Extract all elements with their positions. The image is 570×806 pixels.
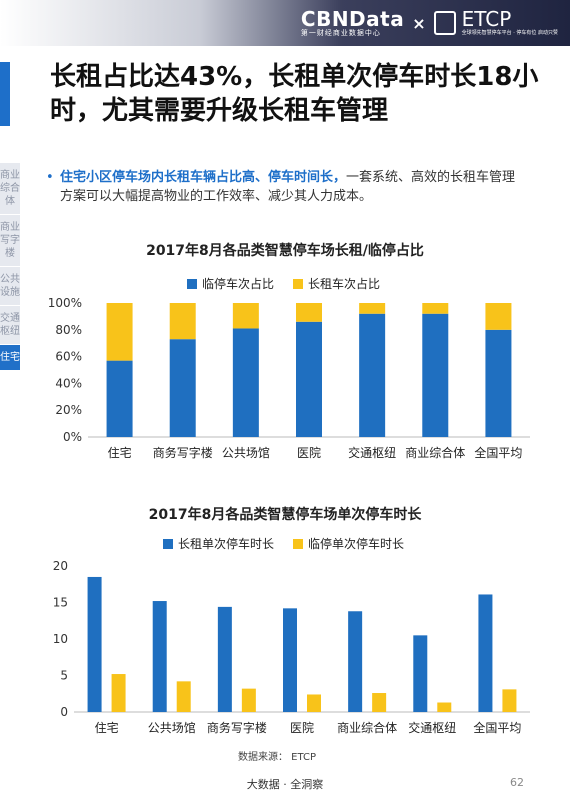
chart2-bar-temporary bbox=[372, 693, 387, 712]
chart1-bar-long-term bbox=[296, 303, 322, 322]
chart2-bar-long-term bbox=[152, 601, 167, 712]
chart2-xtick-label: 商务写字楼 bbox=[207, 720, 267, 735]
data-source: 数据来源： ETCP bbox=[238, 752, 317, 763]
chart1-bar-long-term bbox=[169, 303, 196, 340]
chart1-ytick-label: 20% bbox=[55, 403, 82, 417]
chart1-xtick-label: 全国平均 bbox=[474, 445, 522, 460]
chart1-xtick-label: 公共场馆 bbox=[222, 445, 270, 460]
chart2-bar-long-term bbox=[217, 606, 232, 712]
partner-name: ETCP bbox=[461, 7, 512, 31]
chart2-xtick-label: 交通枢纽 bbox=[408, 720, 456, 735]
page-number: 62 bbox=[510, 776, 524, 789]
bullet-text: 住宅小区停车场内长租车辆占比高、停车时间长，一套系统、高效的长租车管理方案可以大… bbox=[60, 168, 516, 206]
bullet-dot: • bbox=[46, 170, 54, 185]
etcp-logo-icon bbox=[433, 11, 456, 35]
chart2-ytick-label: 5 bbox=[60, 669, 68, 683]
chart2-title: 2017年8月各品类智慧停车场单次停车时长 bbox=[148, 507, 422, 523]
chart2-xtick-label: 住宅 bbox=[95, 720, 119, 735]
chart2-xtick-label: 公共场馆 bbox=[148, 720, 196, 735]
chart2-bar-long-term bbox=[87, 576, 102, 712]
page-title: 长租占比达43%，长租单次停车时长18小时，尤其需要升级长租车管理 bbox=[50, 62, 539, 126]
etcp-logo: ETCP 全球领先智慧停车平台 · 停车有位 启动只赞 bbox=[462, 9, 558, 37]
summary-bullet: • 住宅小区停车场内长租车辆占比高、停车时间长，一套系统、高效的长租车管理方案可… bbox=[46, 168, 516, 206]
chart1-ytick-label: 0% bbox=[63, 430, 82, 444]
chart2-bar-temporary bbox=[437, 702, 452, 712]
bullet-highlight: 住宅小区停车场内长租车辆占比高、停车时间长， bbox=[60, 170, 347, 185]
chart1-legend-label-1: 长租车次占比 bbox=[308, 276, 380, 291]
chart2-ytick-label: 20 bbox=[53, 559, 68, 573]
chart1-xtick-label: 住宅 bbox=[108, 445, 132, 460]
chart2-bar-long-term bbox=[413, 635, 428, 712]
chart1-ytick-label: 80% bbox=[55, 323, 82, 337]
chart2-xtick-label: 商业综合体 bbox=[337, 720, 397, 735]
stacked-share-chart: 临停车次占比 长租车次占比 0% 20% 40% 60% 80% 100% 住宅 商务写字楼 公共场… bbox=[48, 276, 530, 460]
partner-subtitle: 全球领先智慧停车平台 · 停车有位 启动只赞 bbox=[461, 30, 558, 36]
chart1-bar-temporary bbox=[485, 329, 512, 437]
side-item-commercial-complex[interactable]: 商业综合体 bbox=[0, 163, 20, 215]
chart1-bar-temporary bbox=[359, 313, 386, 437]
chart1-xtick-label: 医院 bbox=[297, 446, 321, 460]
brand-subtitle: 第一财经商业数据中心 bbox=[300, 28, 381, 37]
chart2-bar-temporary bbox=[307, 694, 321, 712]
chart1-bar-long-term bbox=[359, 303, 386, 314]
chart1-bar-temporary bbox=[232, 328, 259, 437]
times-sign: × bbox=[412, 13, 426, 33]
side-navigation: 商业综合体 商业写字楼 公共设施 交通枢纽 住宅 bbox=[0, 163, 20, 371]
chart2-legend-swatch-1 bbox=[293, 539, 303, 549]
title-accent-bar bbox=[0, 62, 10, 126]
bullet-rest: 一套系统、高效的长租车管理方案可以大幅提高物业的工作效率、减少其人力成本。 bbox=[60, 170, 516, 204]
chart1-xtick-label: 商业综合体 bbox=[405, 445, 465, 460]
chart2-bar-temporary bbox=[241, 688, 256, 712]
chart2-ytick-label: 15 bbox=[53, 596, 68, 610]
side-item-office[interactable]: 商业写字楼 bbox=[0, 215, 20, 267]
header-banner: CBNData 第一财经商业数据中心 × ETCP 全球领先智慧停车平台 · 停… bbox=[0, 0, 570, 46]
brand-logos: CBNData 第一财经商业数据中心 × ETCP 全球领先智慧停车平台 · 停… bbox=[301, 6, 558, 40]
side-item-residential[interactable]: 住宅 bbox=[0, 345, 20, 371]
side-item-label: 住宅 bbox=[0, 352, 20, 363]
chart1-bar-long-term bbox=[485, 303, 512, 330]
chart1-legend-swatch-0 bbox=[187, 279, 197, 289]
chart1-ytick-label: 100% bbox=[48, 296, 82, 310]
chart1-xtick-label: 商务写字楼 bbox=[153, 445, 213, 460]
chart2-bar-long-term bbox=[478, 594, 493, 712]
chart2-legend-label-0: 长租单次停车时长 bbox=[178, 536, 274, 551]
side-item-public[interactable]: 公共设施 bbox=[0, 267, 20, 306]
duration-bar-chart: 长租单次停车时长 临停单次停车时长 0 5 10 15 20 住宅 公共场馆 商务写字楼 医院 商业综… bbox=[53, 536, 530, 735]
chart1-ytick-label: 40% bbox=[55, 376, 82, 390]
chart1-bar-long-term bbox=[232, 303, 259, 329]
footer-slogan: 大数据 · 全洞察 bbox=[246, 778, 324, 791]
chart1-bar-temporary bbox=[169, 339, 196, 437]
chart2-bar-temporary bbox=[502, 689, 517, 712]
chart2-bar-long-term bbox=[283, 608, 297, 712]
chart2-ytick-label: 10 bbox=[53, 632, 68, 646]
chart2-legend-swatch-0 bbox=[163, 539, 173, 549]
chart1-ytick-label: 60% bbox=[55, 350, 82, 364]
chart1-legend-label-0: 临停车次占比 bbox=[202, 276, 274, 291]
cbndata-logo: CBNData 第一财经商业数据中心 bbox=[301, 9, 404, 38]
chart1-bar-long-term bbox=[422, 303, 449, 314]
chart1-title: 2017年8月各品类智慧停车场长租/临停占比 bbox=[146, 243, 424, 259]
chart1-bar-temporary bbox=[422, 313, 449, 437]
chart1-bar-long-term bbox=[106, 303, 133, 361]
chart2-bar-temporary bbox=[176, 681, 191, 712]
chart1-bar-temporary bbox=[106, 360, 133, 437]
chart2-ytick-label: 0 bbox=[60, 705, 68, 719]
side-item-label: 商业写字楼 bbox=[0, 222, 20, 259]
chart2-bar-temporary bbox=[111, 674, 126, 712]
chart1-bar-temporary bbox=[296, 321, 322, 437]
side-item-label: 交通枢纽 bbox=[0, 313, 20, 337]
chart2-xtick-label: 医院 bbox=[290, 721, 314, 735]
chart2-xtick-label: 全国平均 bbox=[473, 720, 521, 735]
chart1-legend-swatch-1 bbox=[293, 279, 303, 289]
chart1-xtick-label: 交通枢纽 bbox=[348, 445, 396, 460]
brand-name: CBNData bbox=[300, 6, 405, 31]
chart2-bar-long-term bbox=[348, 611, 363, 712]
side-item-label: 公共设施 bbox=[0, 274, 20, 298]
side-item-label: 商业综合体 bbox=[0, 170, 20, 207]
side-item-transport[interactable]: 交通枢纽 bbox=[0, 306, 20, 345]
chart2-legend-label-1: 临停单次停车时长 bbox=[308, 536, 404, 551]
